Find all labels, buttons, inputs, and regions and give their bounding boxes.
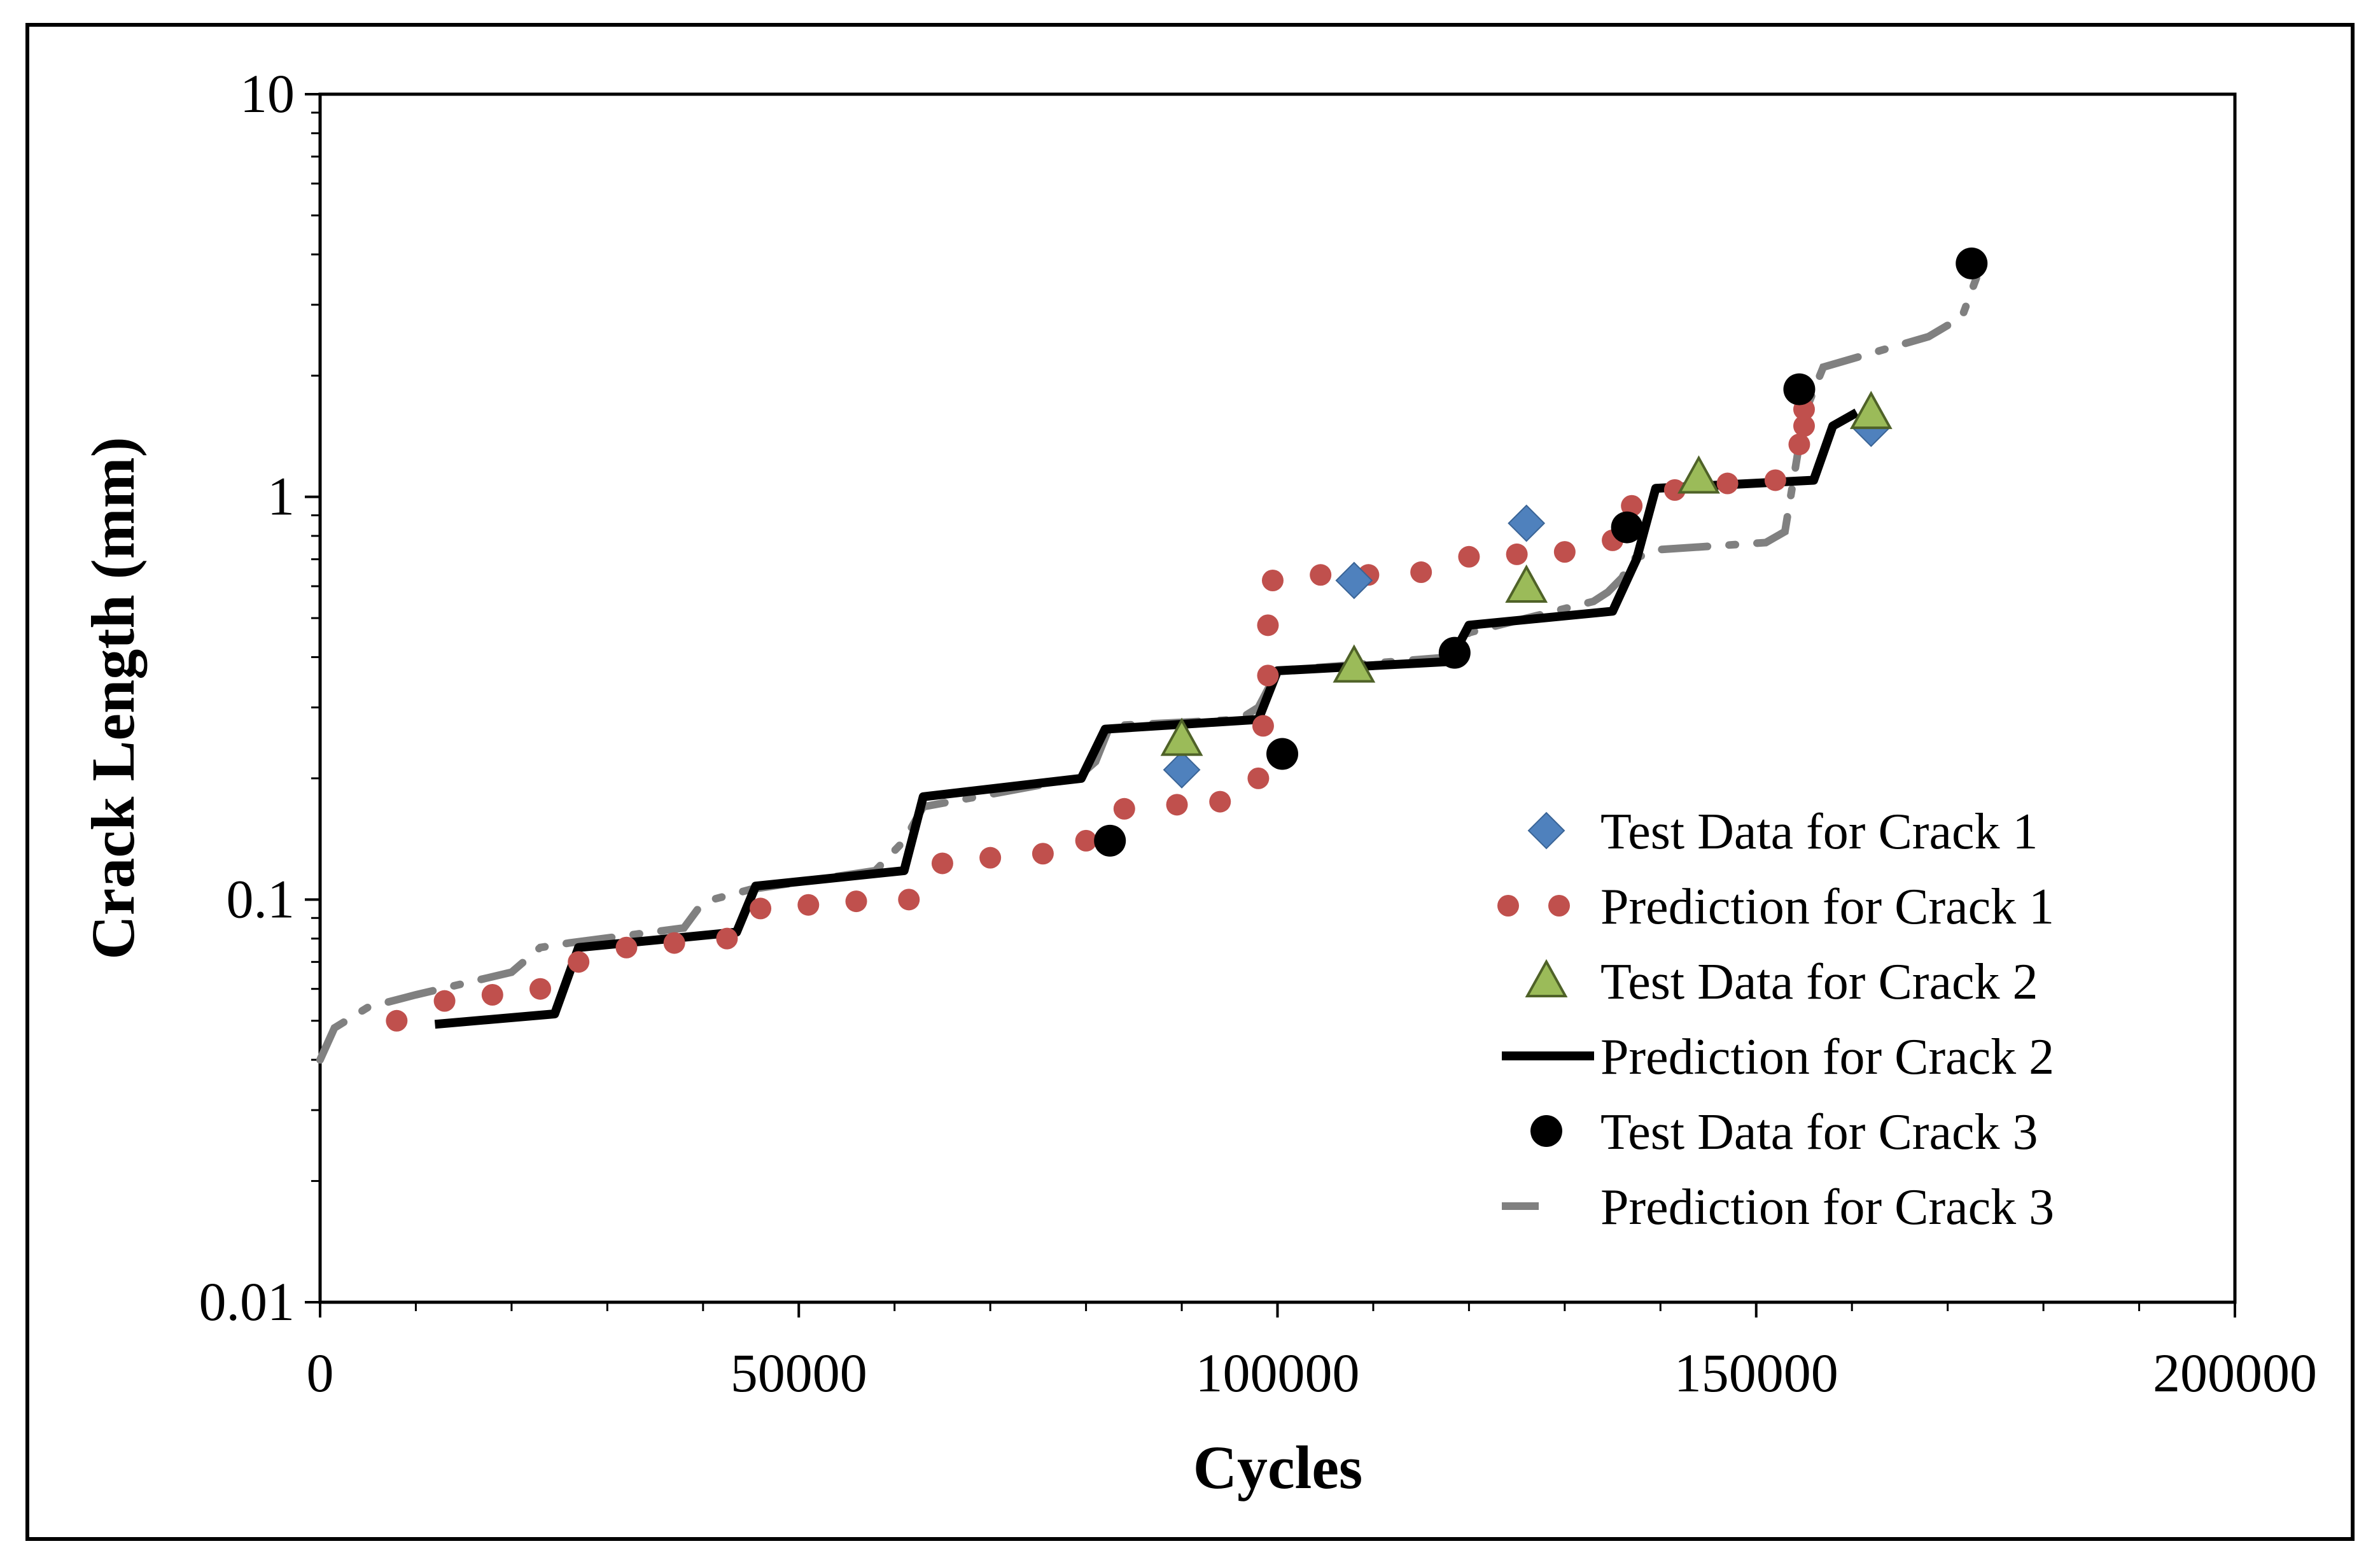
legend-marker (1527, 812, 1565, 850)
legend-label: Test Data for Crack 3 (1600, 1104, 2038, 1160)
x-tick-label: 100000 (1196, 1342, 1360, 1403)
x-tick-label: 0 (307, 1342, 334, 1403)
prediction-crack-1-point (1410, 561, 1432, 584)
prediction-crack-1-point (1793, 415, 1815, 437)
prediction-crack-1-point (1788, 433, 1810, 456)
test-data-point (1094, 824, 1126, 857)
figure-border (25, 23, 2355, 1541)
series-4 (1094, 247, 1988, 857)
y-tick-label: 0.1 (227, 868, 295, 929)
legend-marker (1497, 895, 1519, 917)
prediction-crack-1-point (386, 1009, 408, 1032)
test-data-point (1508, 504, 1546, 542)
prediction-crack-1-point (529, 978, 552, 1000)
prediction-crack-1-point (1716, 472, 1739, 495)
prediction-crack-1-point (615, 936, 638, 959)
legend-marker (1530, 1115, 1562, 1147)
y-tick-label: 1 (267, 466, 295, 527)
y-tick-label: 0.01 (199, 1271, 295, 1332)
prediction-crack-1-point (568, 951, 590, 973)
legend-marker (1525, 959, 1568, 997)
prediction-crack-1-point (1257, 664, 1279, 687)
prediction-crack-1-point (898, 889, 920, 911)
prediction-crack-1-point (1113, 798, 1135, 820)
legend-marker (1548, 895, 1570, 917)
legend-label: Test Data for Crack 1 (1600, 804, 2038, 860)
prediction-crack-1-point (663, 932, 685, 954)
prediction-crack-1-point (1506, 543, 1528, 565)
legend-label: Prediction for Crack 1 (1600, 879, 2054, 935)
prediction-crack-1-point (1075, 829, 1097, 852)
legend: Test Data for Crack 1 Prediction for Crac… (1497, 804, 2054, 1235)
prediction-crack-1-point (1458, 545, 1480, 568)
legend-label: Prediction for Crack 3 (1600, 1179, 2054, 1235)
prediction-crack-1-point (716, 927, 738, 950)
prediction-crack-1-point (931, 852, 953, 875)
y-tick-label: 10 (240, 63, 295, 124)
y-axis-title: Crack Length (mm) (79, 437, 147, 959)
prediction-crack-1-point (1553, 541, 1576, 563)
prediction-crack-2-line (434, 409, 1859, 1029)
test-data-point (1335, 561, 1373, 600)
series-layer (316, 247, 1988, 1064)
test-data-point (1677, 455, 1720, 494)
x-tick-label: 150000 (1674, 1342, 1838, 1403)
axis-ticks: 0 50000 100000 150000 200000 0.01 0.1 1 10 (199, 63, 2318, 1403)
prediction-crack-1-point (1621, 495, 1643, 517)
prediction-crack-1-point (1166, 794, 1188, 816)
x-axis-title: Cycles (1193, 1433, 1363, 1501)
prediction-crack-1-point (481, 984, 503, 1006)
test-data-point (1783, 373, 1816, 405)
prediction-crack-1-point (1261, 570, 1284, 592)
prediction-crack-1-point (433, 990, 456, 1012)
legend-label: Test Data for Crack 2 (1600, 954, 2038, 1010)
test-data-point (1505, 564, 1548, 603)
test-data-point (1333, 644, 1376, 683)
prediction-crack-1-point (845, 890, 867, 913)
prediction-crack-3-line (316, 274, 1980, 1064)
prediction-crack-1-point (1310, 564, 1332, 586)
series-5 (316, 274, 1980, 1064)
test-data-point (1163, 751, 1201, 789)
prediction-crack-1-point (797, 894, 820, 916)
x-tick-label: 50000 (731, 1342, 867, 1403)
prediction-crack-1-point (1247, 767, 1270, 789)
test-data-point (1266, 738, 1299, 770)
test-data-point (1956, 247, 1988, 279)
prediction-crack-1-point (1032, 843, 1054, 865)
test-data-point (1611, 511, 1643, 544)
prediction-crack-1-point (1764, 469, 1786, 491)
prediction-crack-1-point (979, 847, 1002, 869)
test-data-point (1849, 390, 1893, 430)
test-data-point (1438, 636, 1471, 669)
test-data-point (1160, 717, 1203, 756)
legend-label: Prediction for Crack 2 (1600, 1029, 2054, 1085)
series-2 (1160, 390, 1893, 756)
prediction-crack-1-point (1663, 479, 1686, 501)
prediction-crack-1-point (1252, 715, 1274, 737)
x-tick-label: 200000 (2153, 1342, 2317, 1403)
series-3 (434, 409, 1859, 1029)
prediction-crack-1-point (1209, 791, 1231, 813)
prediction-crack-1-point (750, 897, 772, 920)
prediction-crack-1-point (1257, 614, 1279, 636)
